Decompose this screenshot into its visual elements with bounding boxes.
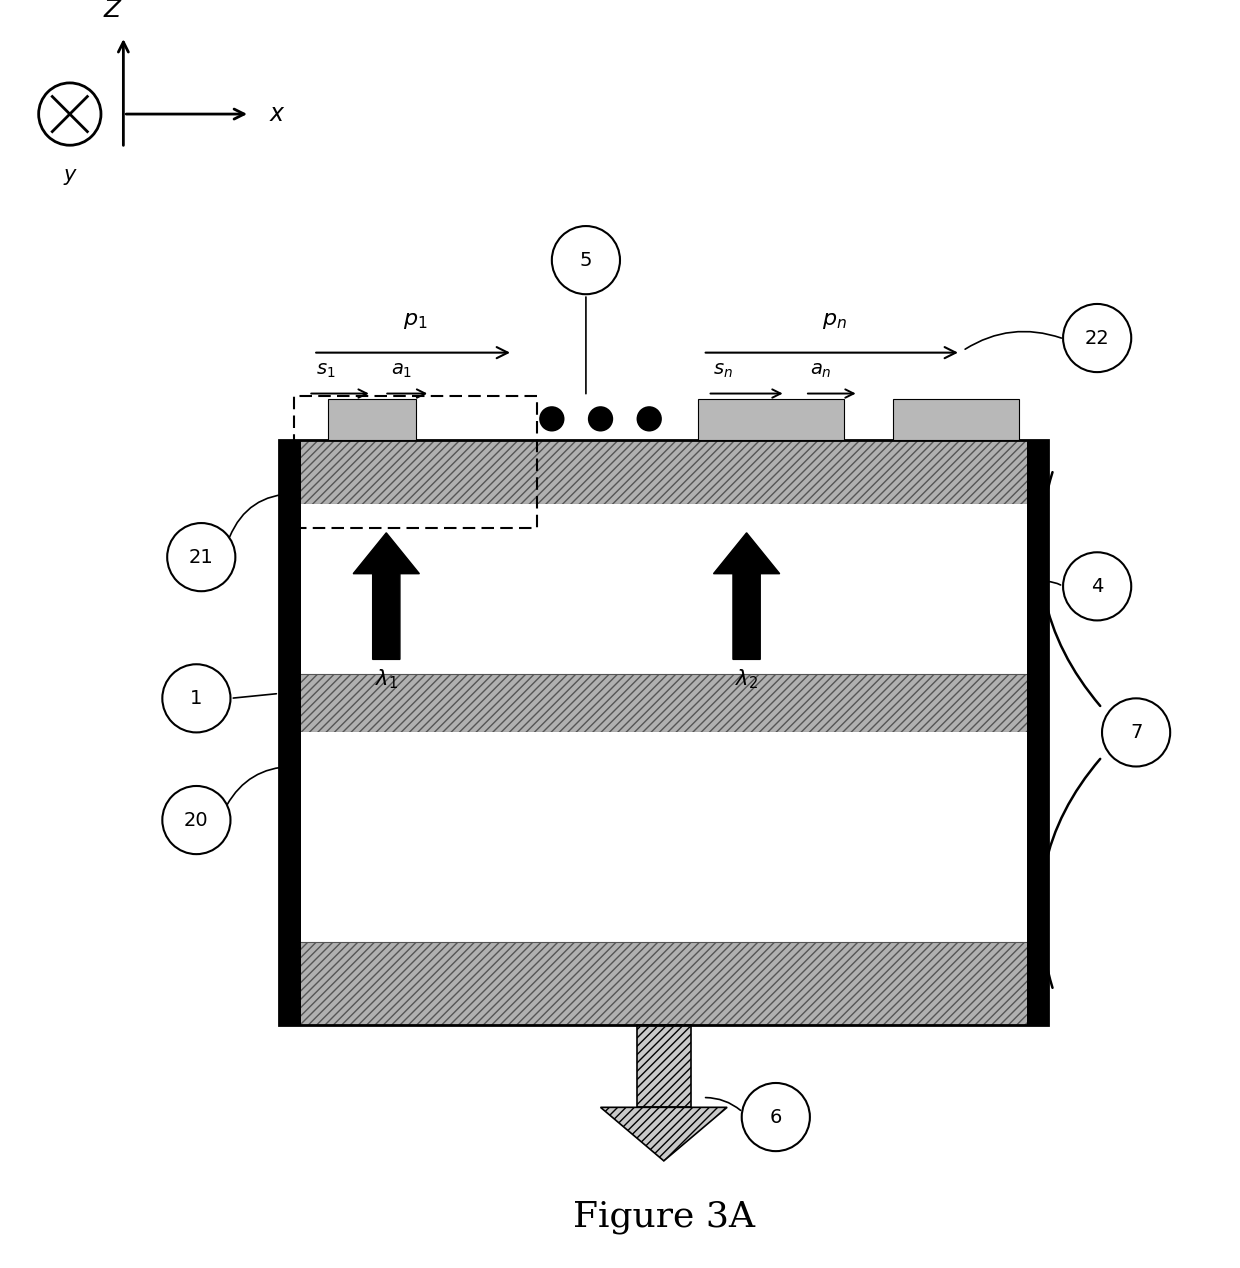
Polygon shape (600, 1107, 727, 1161)
Text: $s_n$: $s_n$ (713, 361, 733, 380)
Circle shape (742, 1083, 810, 1151)
Text: $x$: $x$ (269, 101, 286, 126)
Circle shape (38, 82, 100, 146)
Bar (1027, 440, 1049, 1025)
Text: y: y (63, 165, 76, 185)
Circle shape (588, 406, 614, 431)
Bar (279, 503, 1049, 675)
Bar (294, 397, 537, 527)
Text: 5: 5 (579, 251, 593, 270)
Circle shape (539, 406, 564, 431)
Circle shape (167, 524, 236, 591)
Bar (279, 440, 1049, 1025)
Bar (637, 1025, 691, 1107)
Text: 6: 6 (770, 1107, 782, 1126)
Circle shape (162, 786, 231, 855)
Text: $\lambda_2$: $\lambda_2$ (735, 667, 758, 691)
Circle shape (1102, 699, 1171, 766)
Bar (279, 942, 1049, 1025)
Bar (893, 399, 1019, 440)
FancyArrow shape (713, 533, 780, 659)
Bar (279, 440, 1049, 503)
Text: Figure 3A: Figure 3A (573, 1200, 755, 1234)
Circle shape (1063, 553, 1131, 620)
Circle shape (636, 406, 662, 431)
Text: $p_1$: $p_1$ (403, 311, 428, 331)
Circle shape (162, 664, 231, 733)
Text: 4: 4 (1091, 577, 1104, 596)
Bar (279, 675, 1049, 733)
Text: $p_n$: $p_n$ (822, 311, 847, 331)
Bar (327, 399, 415, 440)
Bar (279, 440, 300, 1025)
Text: 1: 1 (190, 689, 202, 708)
Text: $a_1$: $a_1$ (391, 361, 413, 380)
Text: $s_1$: $s_1$ (316, 361, 336, 380)
Bar (279, 733, 1049, 942)
Bar (698, 399, 844, 440)
Text: $\lambda_1$: $\lambda_1$ (374, 667, 398, 691)
Text: 22: 22 (1085, 328, 1110, 347)
Text: 20: 20 (184, 810, 208, 829)
Text: Z: Z (103, 0, 120, 22)
Text: $a_n$: $a_n$ (810, 361, 832, 380)
Circle shape (552, 226, 620, 294)
Text: 7: 7 (1130, 723, 1142, 742)
Circle shape (1063, 304, 1131, 372)
Text: 21: 21 (188, 548, 213, 567)
FancyArrow shape (353, 533, 419, 659)
